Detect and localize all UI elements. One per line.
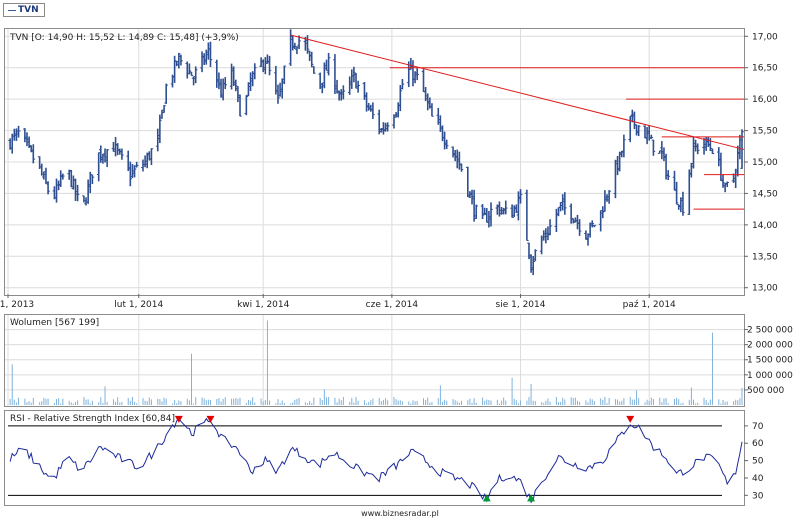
footer-url: www.biznesradar.pl — [361, 509, 439, 518]
x-tick-label: sie 1, 2014 — [496, 300, 546, 310]
buy-signal-icon — [482, 494, 491, 502]
price-y-tick-label: 16,50 — [752, 64, 778, 74]
rsi-line — [9, 416, 743, 504]
volume-gridlines — [5, 315, 744, 406]
sell-signal-icon — [174, 415, 183, 423]
price-y-tick-label: 14,00 — [752, 221, 778, 231]
volume-panel — [4, 314, 745, 407]
symbol-legend: TVN — [3, 3, 45, 17]
rsi-y-tick-label: 30 — [752, 491, 764, 501]
volume-header: Wolumen [567 199] — [10, 318, 99, 328]
sell-signal-icon — [206, 415, 215, 423]
rsi-y-axis: 70 60 50 40 30 — [744, 422, 764, 501]
rsi-header: RSI - Relative Strength Index [60,84] — [10, 414, 175, 424]
volume-y-tick-label: 2 500 000 — [747, 326, 793, 336]
volume-y-axis: 2 500 000 2 000 000 1 500 000 1 000 000 500 … — [744, 326, 793, 396]
legend-symbol: TVN — [18, 5, 39, 15]
price-series — [8, 29, 744, 276]
trend-line — [290, 34, 745, 150]
date-x-axis: gru 1, 2013 lut 1, 2014 kwi 1, 2014 cze 1, … — [0, 294, 676, 310]
rsi-y-tick-label: 50 — [752, 457, 764, 467]
price-y-tick-label: 13,00 — [752, 284, 778, 294]
x-tick-label: kwi 1, 2014 — [237, 300, 290, 310]
rsi-y-tick-label: 70 — [752, 422, 764, 432]
rsi-y-tick-label: 40 — [752, 474, 764, 484]
volume-y-tick-label: 1 500 000 — [747, 356, 793, 366]
price-y-tick-label: 17,00 — [752, 32, 778, 42]
volume-y-tick-label: 1 000 000 — [747, 371, 793, 381]
price-y-tick-label: 13,50 — [752, 252, 778, 262]
volume-y-tick-label: 500 000 — [747, 386, 784, 396]
price-y-tick-label: 15,50 — [752, 127, 778, 137]
volume-series — [9, 320, 743, 405]
sell-signal-icon — [626, 415, 635, 423]
price-y-axis: 17,00 16,50 16,00 15,50 15,00 14,50 14,00 13,50… — [744, 32, 778, 294]
x-tick-label: paź 1, 2014 — [623, 300, 676, 310]
rsi-levels — [8, 425, 722, 496]
trend-lines — [290, 34, 745, 210]
price-y-tick-label: 14,50 — [752, 189, 778, 199]
price-y-tick-label: 15,00 — [752, 158, 778, 168]
volume-y-tick-label: 2 000 000 — [747, 341, 793, 351]
rsi-y-tick-label: 60 — [752, 439, 764, 449]
price-y-tick-label: 16,00 — [752, 95, 778, 105]
price-header: TVN [O: 14,90 H: 15,52 L: 14,89 C: 15,48… — [9, 33, 239, 43]
legend-line-icon — [8, 10, 16, 11]
x-tick-label: lut 1, 2014 — [114, 300, 163, 310]
rsi-series — [9, 416, 743, 504]
rsi-signals — [174, 415, 635, 502]
buy-signal-icon — [527, 494, 536, 502]
x-tick-label: gru 1, 2013 — [0, 300, 34, 310]
x-tick-label: cze 1, 2014 — [366, 300, 419, 310]
